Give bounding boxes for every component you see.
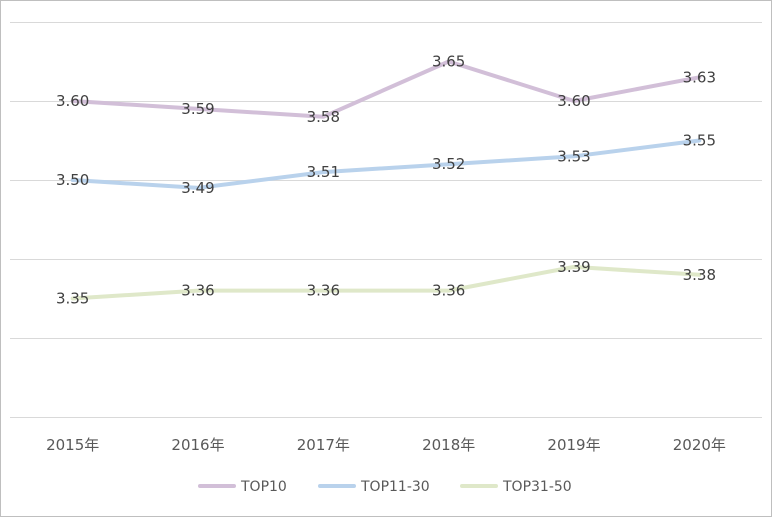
data-label: 3.36 (432, 282, 465, 300)
data-label: 3.51 (307, 163, 340, 181)
series-line-top31-50 (70, 264, 702, 301)
x-tick-label: 2019年 (547, 436, 600, 454)
legend-label: TOP10 (240, 479, 287, 495)
x-tick-label: 2016年 (171, 436, 224, 454)
data-label: 3.50 (56, 171, 89, 189)
x-tick-label: 2020年 (673, 436, 726, 454)
data-label: 3.39 (557, 258, 590, 276)
data-label: 3.60 (557, 92, 590, 110)
gridlines (10, 22, 762, 418)
x-axis-tick-labels: 2015年 2016年 2017年 2018年 2019年 2020年 (46, 436, 726, 454)
x-tick-label: 2018年 (422, 436, 475, 454)
legend: TOP10 TOP11-30 TOP31-50 (198, 479, 572, 495)
data-label: 3.60 (56, 92, 89, 110)
data-label: 3.58 (307, 108, 340, 126)
data-label: 3.38 (683, 266, 716, 284)
data-label: 3.35 (56, 290, 89, 308)
data-label: 3.36 (181, 282, 214, 300)
data-labels: 3.60 3.59 3.58 3.65 3.60 3.63 3.50 3.49 3.51 3.52… (56, 53, 716, 308)
series-line-top10 (70, 59, 702, 119)
data-label: 3.59 (181, 100, 214, 118)
data-label: 3.52 (432, 155, 465, 173)
data-label: 3.63 (683, 68, 716, 86)
data-label: 3.49 (181, 179, 214, 197)
data-label: 3.53 (557, 147, 590, 165)
data-label: 3.36 (307, 282, 340, 300)
legend-label: TOP11-30 (360, 479, 430, 495)
series-lines (70, 59, 702, 301)
data-label: 3.65 (432, 53, 465, 71)
x-tick-label: 2015年 (46, 436, 99, 454)
data-label: 3.55 (683, 132, 716, 150)
legend-label: TOP31-50 (502, 479, 572, 495)
series-line-top11-30 (70, 138, 702, 190)
x-tick-label: 2017年 (297, 436, 350, 454)
